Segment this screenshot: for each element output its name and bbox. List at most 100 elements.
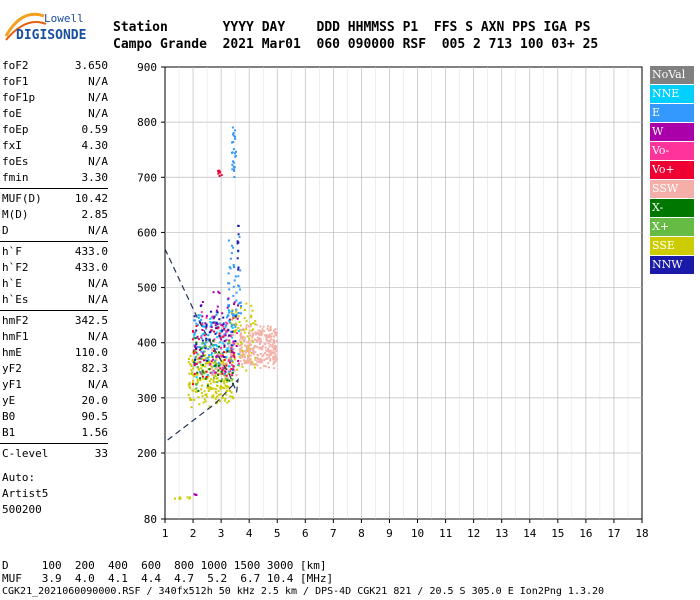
echo-point xyxy=(201,329,204,331)
echo-point xyxy=(207,359,210,361)
echo-point xyxy=(203,331,206,334)
echo-point xyxy=(202,354,205,357)
echo-point xyxy=(215,355,218,358)
echo-point xyxy=(269,349,272,352)
echo-point xyxy=(209,382,212,385)
echo-point xyxy=(239,307,242,309)
echo-point xyxy=(216,336,219,339)
echo-point xyxy=(227,304,230,307)
legend-item: NNE xyxy=(650,85,694,103)
echo-point xyxy=(272,348,275,351)
echo-point xyxy=(228,386,231,389)
echo-point xyxy=(269,357,272,360)
echo-point xyxy=(243,350,246,353)
echo-point xyxy=(261,355,264,358)
echo-point xyxy=(201,384,204,387)
echo-point xyxy=(202,342,205,345)
param-value: 110.0 xyxy=(74,346,108,359)
echo-point xyxy=(216,323,219,326)
echo-point xyxy=(230,244,233,247)
echo-point xyxy=(240,343,243,346)
echo-point xyxy=(275,340,278,342)
echo-point xyxy=(267,334,270,337)
echo-point xyxy=(240,341,242,344)
echo-point xyxy=(204,362,207,365)
echo-point xyxy=(203,398,206,401)
param-key: fmin xyxy=(2,171,29,184)
echo-point xyxy=(232,132,235,134)
echo-point xyxy=(204,359,207,362)
echo-point xyxy=(232,333,235,336)
auto-line: Artist5 xyxy=(2,487,49,500)
echo-point xyxy=(219,329,222,332)
echo-point xyxy=(258,340,261,343)
echo-point xyxy=(195,376,198,379)
echo-point xyxy=(209,372,212,374)
echo-point xyxy=(204,365,207,368)
echo-point xyxy=(230,367,233,370)
echo-point xyxy=(206,362,209,365)
echo-point xyxy=(248,354,251,357)
echo-point xyxy=(210,324,213,327)
echo-point xyxy=(222,325,225,328)
param-value: N/A xyxy=(88,378,108,391)
echo-point xyxy=(276,358,279,361)
echo-point xyxy=(263,359,266,361)
echo-point xyxy=(217,290,220,293)
echo-point xyxy=(221,378,223,381)
echo-point xyxy=(223,351,225,354)
echo-point xyxy=(246,358,249,361)
echo-point xyxy=(218,363,221,366)
echo-point xyxy=(212,358,215,361)
echo-point xyxy=(226,322,229,325)
echo-point xyxy=(228,400,231,403)
echo-point xyxy=(257,354,259,357)
echo-point xyxy=(195,343,198,345)
echo-point xyxy=(232,264,235,266)
x-tick-label: 12 xyxy=(467,527,480,540)
echo-point xyxy=(259,329,262,332)
echo-point xyxy=(203,334,206,337)
echo-point xyxy=(222,367,224,370)
echo-point xyxy=(258,333,260,336)
echo-point xyxy=(201,375,204,378)
param-key: h`F xyxy=(2,245,22,258)
echo-point xyxy=(254,333,257,336)
echo-point xyxy=(200,392,203,395)
echo-point xyxy=(230,325,233,328)
echo-point xyxy=(254,323,257,326)
echo-point xyxy=(204,357,207,360)
echo-point xyxy=(235,329,238,331)
echo-point xyxy=(199,377,202,380)
param-value: N/A xyxy=(88,155,108,168)
echo-point xyxy=(202,377,205,380)
echo-point xyxy=(265,333,268,336)
echo-point xyxy=(216,352,219,355)
echo-point xyxy=(201,323,204,326)
echo-point xyxy=(227,359,230,362)
echo-point xyxy=(208,345,211,348)
echo-point xyxy=(207,387,210,390)
echo-point xyxy=(214,390,217,393)
echo-point xyxy=(217,373,220,376)
echo-point xyxy=(187,383,190,386)
echo-point xyxy=(222,342,225,345)
echo-point xyxy=(232,285,235,288)
echo-point xyxy=(259,366,262,369)
echo-point xyxy=(223,328,226,330)
echo-point xyxy=(213,381,216,384)
echo-point xyxy=(204,340,207,343)
echo-point xyxy=(260,361,263,364)
echo-point xyxy=(196,336,198,339)
echo-point xyxy=(210,343,213,346)
auto-line: Auto: xyxy=(2,471,36,484)
echo-point xyxy=(239,344,242,346)
echo-point xyxy=(241,338,244,341)
echo-point xyxy=(207,334,210,337)
echo-point xyxy=(218,334,221,337)
echo-point xyxy=(223,358,226,361)
echo-point xyxy=(249,344,252,346)
echo-point xyxy=(273,367,276,370)
echo-point xyxy=(222,316,225,319)
echo-point xyxy=(188,381,191,384)
